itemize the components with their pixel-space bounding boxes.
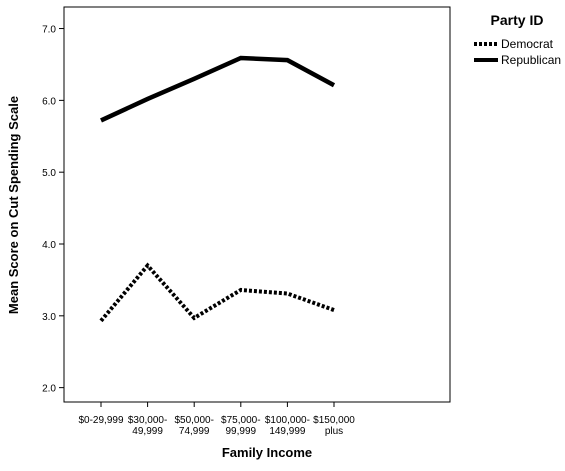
x-tick-label: $75,000-	[221, 415, 260, 426]
y-tick-label: 6.0	[42, 96, 56, 107]
legend-label-republican: Republican	[501, 53, 561, 67]
x-tick-label: 149,999	[269, 426, 306, 437]
y-tick-label: 7.0	[42, 25, 56, 36]
legend: Party ID Democrat Republican	[474, 12, 561, 67]
series-line-democrat	[99, 262, 335, 323]
x-axis: $0-29,999 $30,000-49,999 $50,000-74,999 $75…	[78, 402, 355, 437]
y-axis-title: Mean Score on Cut Spending Scale	[6, 96, 21, 314]
y-axis: 2.0 3.0 4.0 5.0 6.0 7.0	[42, 25, 64, 395]
x-tick-label: $150,000	[313, 415, 355, 426]
legend-title: Party ID	[491, 12, 544, 28]
plot-frame	[63, 6, 451, 403]
x-tick-label: 99,999	[226, 426, 257, 437]
x-tick-label: $0-29,999	[78, 415, 123, 426]
x-tick-label: $100,000-	[265, 415, 310, 426]
x-axis-title: Family Income	[222, 445, 312, 460]
x-tick-label: 49,999	[132, 426, 163, 437]
legend-label-democrat: Democrat	[501, 37, 554, 51]
x-tick-label: 74,999	[179, 426, 210, 437]
x-tick-label: plus	[325, 426, 343, 437]
x-tick-label: $50,000-	[174, 415, 213, 426]
y-tick-label: 2.0	[42, 384, 56, 395]
y-tick-label: 3.0	[42, 312, 56, 323]
series-layer	[99, 55, 336, 323]
x-tick-label: $30,000-	[128, 415, 167, 426]
series-line-republican	[100, 55, 336, 123]
y-tick-label: 5.0	[42, 168, 56, 179]
y-tick-label: 4.0	[42, 240, 56, 251]
